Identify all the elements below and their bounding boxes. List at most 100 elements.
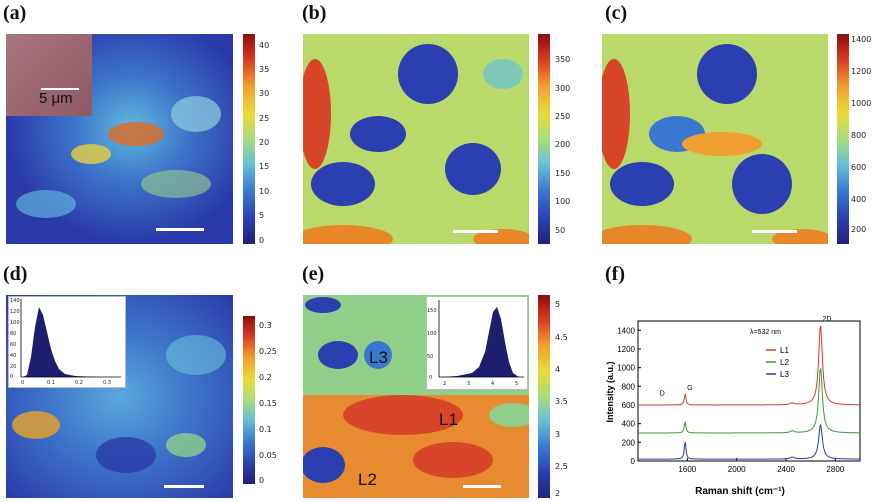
hist-e-ytick: 150 xyxy=(427,308,437,314)
map-c-texture xyxy=(602,34,828,244)
map-a-texture xyxy=(16,96,221,218)
colorbar-c-tick: 1000 xyxy=(851,99,872,108)
panel-label-b: (b) xyxy=(302,2,327,24)
histogram-d xyxy=(20,299,121,378)
raman-map-b xyxy=(303,34,529,244)
scalebar-e xyxy=(463,485,501,488)
legend-label: L3 xyxy=(780,370,789,379)
region-label-l3: L3 xyxy=(369,348,388,367)
scalebar-a xyxy=(156,228,204,231)
colorbar-e xyxy=(538,295,550,498)
colorbar-a-tick: 5 xyxy=(259,211,265,220)
raman-map-c xyxy=(602,34,828,244)
hist-e-xtick: 4 xyxy=(491,381,495,387)
y-tick-label: 400 xyxy=(622,420,636,429)
hist-d-ytick: 60 xyxy=(10,342,17,348)
colorbar-a-tick: 0 xyxy=(259,236,265,245)
y-tick-label: 1400 xyxy=(617,326,635,335)
chart-svg: 1600 2000 2400 2800 0 200 400 600 800 1000 1200 140… xyxy=(617,316,861,474)
scalebar-d xyxy=(164,485,204,488)
colorbar-b-tick: 300 xyxy=(555,84,571,93)
histogram-e xyxy=(438,300,524,378)
colorbar-a-tick: 20 xyxy=(259,138,270,147)
x-tick-label: 1600 xyxy=(678,465,696,474)
hist-d-ytick: 20 xyxy=(10,364,17,370)
colorbar-a-tick: 35 xyxy=(259,65,270,74)
colorbar-d-tick: 0 xyxy=(259,476,265,485)
y-tick-label: 0 xyxy=(631,457,636,466)
colorbar-d-tick: 0.1 xyxy=(259,425,272,434)
optical-scalebar xyxy=(41,88,79,90)
colorbar-a-tick: 25 xyxy=(259,114,270,123)
colorbar-a-tick: 30 xyxy=(259,89,270,98)
colorbar-c-tick: 600 xyxy=(851,163,867,172)
colorbar-d-tick: 0.2 xyxy=(259,373,272,382)
raman-map-a: 5 μm xyxy=(6,34,233,244)
raman-spectra-chart: 1600 2000 2400 2800 0 200 400 600 800 1000 1200 140… xyxy=(590,305,874,502)
x-tick-label: 2000 xyxy=(728,465,746,474)
map-d-texture xyxy=(12,335,226,473)
hist-e-xtick: 2 xyxy=(443,381,447,387)
hist-d-ytick: 0 xyxy=(10,374,14,380)
optical-scalebar-label: 5 μm xyxy=(39,90,73,107)
scalebar-b xyxy=(453,230,498,233)
panel-label-c: (c) xyxy=(605,2,628,24)
x-tick-label: 2400 xyxy=(777,465,795,474)
colorbar-d-tick: 0.05 xyxy=(259,451,277,460)
hist-e-ytick: 100 xyxy=(427,331,437,337)
scalebar-c xyxy=(752,230,797,233)
y-tick-label: 1200 xyxy=(617,345,635,354)
colorbar-b-tick: 350 xyxy=(555,55,571,64)
hist-e-xtick: 3 xyxy=(467,381,471,387)
series-line-l3 xyxy=(638,423,860,460)
colorbar-b-tick: 200 xyxy=(555,140,571,149)
histogram-inset-d: 140 120 100 80 60 40 20 0 0 0.1 0.2 0.3 xyxy=(8,296,126,388)
colorbar-b-tick: 250 xyxy=(555,112,571,121)
colorbar-e-tick: 4 xyxy=(555,365,561,374)
colorbar-a-tick: 15 xyxy=(259,162,270,171)
hist-d-xtick: 0.1 xyxy=(47,380,55,386)
y-tick-label: 200 xyxy=(622,438,636,447)
series-line-l1 xyxy=(638,325,860,406)
chart-y-axis-label: Intensity (a.u.) xyxy=(605,361,615,423)
colorbar-a-tick: 10 xyxy=(259,187,270,196)
colorbar-c-tick: 800 xyxy=(851,131,867,140)
hist-d-xtick: 0.3 xyxy=(103,380,111,386)
panel-label-d: (d) xyxy=(3,263,28,285)
region-label-l2: L2 xyxy=(358,470,377,489)
colorbar-c-tick: 1400 xyxy=(851,35,872,44)
hist-e-xtick: 5 xyxy=(515,381,519,387)
legend-label: L2 xyxy=(780,358,789,367)
peak-label: 2D xyxy=(823,316,832,323)
x-tick-label: 2800 xyxy=(826,465,844,474)
colorbar-e-tick: 3.5 xyxy=(555,397,568,406)
peak-label: D xyxy=(660,391,665,398)
chart-annotation: λ=532 nm xyxy=(750,329,781,336)
panel-label-f: (f) xyxy=(605,263,625,285)
y-tick-label: 800 xyxy=(622,382,636,391)
legend-label: L1 xyxy=(780,346,789,355)
hist-d-ytick: 100 xyxy=(10,320,20,326)
colorbar-c xyxy=(837,34,849,244)
hist-d-ytick: 40 xyxy=(10,353,17,359)
y-tick-label: 1000 xyxy=(617,364,635,373)
colorbar-d-tick: 0.25 xyxy=(259,347,277,356)
colorbar-d-tick: 0.15 xyxy=(259,399,277,408)
hist-d-ytick: 120 xyxy=(10,309,20,315)
map-b-texture xyxy=(303,34,529,244)
colorbar-c-tick: 1200 xyxy=(851,67,872,76)
panel-label-a: (a) xyxy=(3,2,27,24)
colorbar-a xyxy=(243,34,255,244)
colorbar-b xyxy=(538,34,550,244)
colorbar-e-tick: 2 xyxy=(555,489,561,498)
hist-d-xtick: 0 xyxy=(21,380,25,386)
colorbar-e-tick: 5 xyxy=(555,300,561,309)
colorbar-e-tick: 4.5 xyxy=(555,333,568,342)
peak-label: G xyxy=(687,385,692,392)
hist-d-ytick: 140 xyxy=(10,298,20,304)
plot-frame xyxy=(637,320,861,462)
colorbar-c-tick: 400 xyxy=(851,195,867,204)
colorbar-b-tick: 100 xyxy=(555,197,571,206)
colorbar-a-tick: 40 xyxy=(259,41,270,50)
colorbar-e-tick: 3 xyxy=(555,430,561,439)
